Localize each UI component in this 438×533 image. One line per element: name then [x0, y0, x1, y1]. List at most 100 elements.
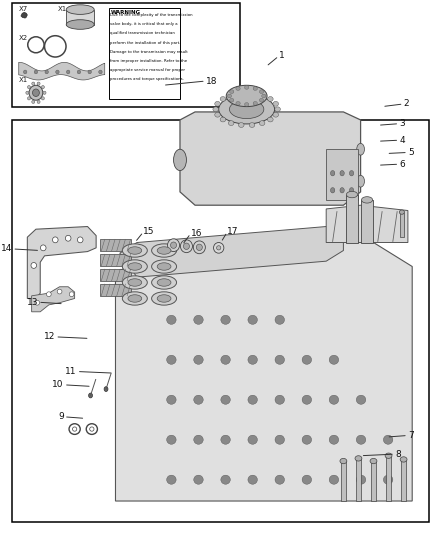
- Ellipse shape: [302, 475, 311, 484]
- Ellipse shape: [356, 435, 366, 445]
- Ellipse shape: [26, 91, 29, 94]
- Polygon shape: [116, 235, 412, 501]
- Text: 5: 5: [408, 148, 413, 157]
- Ellipse shape: [157, 295, 171, 302]
- Ellipse shape: [157, 279, 171, 286]
- Text: WARNING: WARNING: [111, 10, 141, 15]
- Text: 2: 2: [403, 100, 409, 108]
- Text: qualified transmission technician: qualified transmission technician: [110, 31, 175, 36]
- Ellipse shape: [180, 240, 192, 253]
- Ellipse shape: [194, 435, 203, 445]
- Ellipse shape: [340, 188, 344, 193]
- Ellipse shape: [167, 239, 180, 252]
- Text: 15: 15: [143, 228, 155, 236]
- Ellipse shape: [227, 94, 232, 98]
- Text: 13: 13: [27, 298, 38, 306]
- Ellipse shape: [194, 356, 203, 365]
- Bar: [109, 8, 180, 99]
- Ellipse shape: [67, 70, 70, 74]
- Ellipse shape: [238, 123, 244, 127]
- Ellipse shape: [248, 435, 258, 445]
- Text: 16: 16: [191, 229, 202, 238]
- Ellipse shape: [220, 117, 226, 122]
- Ellipse shape: [34, 70, 38, 74]
- Ellipse shape: [302, 395, 311, 404]
- Ellipse shape: [221, 315, 230, 324]
- Text: appropriate service manual for proper: appropriate service manual for proper: [110, 68, 185, 72]
- Ellipse shape: [340, 171, 344, 176]
- Text: X2: X2: [19, 35, 28, 41]
- Text: 12: 12: [44, 333, 55, 341]
- Ellipse shape: [356, 475, 366, 484]
- Text: 11: 11: [65, 367, 77, 376]
- Ellipse shape: [346, 191, 357, 198]
- Ellipse shape: [244, 86, 249, 90]
- Bar: [371, 461, 376, 501]
- Ellipse shape: [166, 435, 176, 445]
- Ellipse shape: [122, 292, 147, 305]
- Ellipse shape: [196, 244, 202, 251]
- Ellipse shape: [331, 188, 335, 193]
- Ellipse shape: [166, 356, 176, 365]
- Ellipse shape: [78, 237, 83, 243]
- Ellipse shape: [249, 91, 255, 96]
- Polygon shape: [32, 287, 74, 312]
- Ellipse shape: [259, 120, 265, 125]
- Ellipse shape: [399, 210, 404, 214]
- Ellipse shape: [128, 279, 142, 286]
- Text: 14: 14: [1, 245, 12, 253]
- Ellipse shape: [31, 263, 37, 269]
- Polygon shape: [120, 227, 343, 277]
- Ellipse shape: [357, 143, 364, 155]
- Ellipse shape: [275, 315, 285, 324]
- Text: 6: 6: [399, 160, 405, 168]
- Ellipse shape: [268, 117, 273, 122]
- Ellipse shape: [340, 458, 347, 464]
- Ellipse shape: [383, 435, 393, 445]
- Ellipse shape: [88, 70, 92, 74]
- Bar: [326, 149, 358, 200]
- Ellipse shape: [46, 292, 51, 296]
- Ellipse shape: [104, 387, 108, 391]
- Ellipse shape: [226, 85, 267, 107]
- Ellipse shape: [329, 356, 339, 365]
- Ellipse shape: [275, 395, 285, 404]
- Bar: [386, 456, 391, 501]
- Ellipse shape: [194, 395, 203, 404]
- Ellipse shape: [259, 93, 265, 98]
- Ellipse shape: [213, 107, 219, 112]
- Ellipse shape: [228, 93, 234, 98]
- Ellipse shape: [37, 82, 40, 85]
- Polygon shape: [180, 112, 360, 205]
- Ellipse shape: [238, 91, 244, 96]
- Bar: [100, 284, 131, 296]
- Ellipse shape: [152, 292, 177, 305]
- Ellipse shape: [128, 247, 142, 254]
- Ellipse shape: [221, 395, 230, 404]
- Ellipse shape: [88, 393, 92, 398]
- Ellipse shape: [329, 475, 339, 484]
- Ellipse shape: [173, 149, 187, 171]
- Ellipse shape: [69, 292, 74, 296]
- Polygon shape: [27, 227, 96, 298]
- Ellipse shape: [157, 247, 171, 254]
- Bar: [341, 461, 346, 501]
- Ellipse shape: [152, 260, 177, 273]
- Text: 18: 18: [206, 77, 217, 85]
- Ellipse shape: [273, 101, 279, 106]
- Bar: [400, 213, 403, 237]
- Ellipse shape: [331, 171, 335, 176]
- Ellipse shape: [356, 395, 366, 404]
- Ellipse shape: [29, 85, 43, 100]
- Ellipse shape: [32, 89, 39, 96]
- Ellipse shape: [230, 90, 234, 94]
- Ellipse shape: [302, 356, 311, 365]
- Ellipse shape: [275, 107, 280, 112]
- Text: from improper installation. Refer to the: from improper installation. Refer to the: [110, 59, 187, 63]
- Ellipse shape: [219, 94, 275, 124]
- Ellipse shape: [355, 456, 362, 461]
- Ellipse shape: [35, 301, 39, 305]
- Ellipse shape: [157, 263, 171, 270]
- Ellipse shape: [230, 98, 234, 102]
- Text: 7: 7: [408, 431, 413, 440]
